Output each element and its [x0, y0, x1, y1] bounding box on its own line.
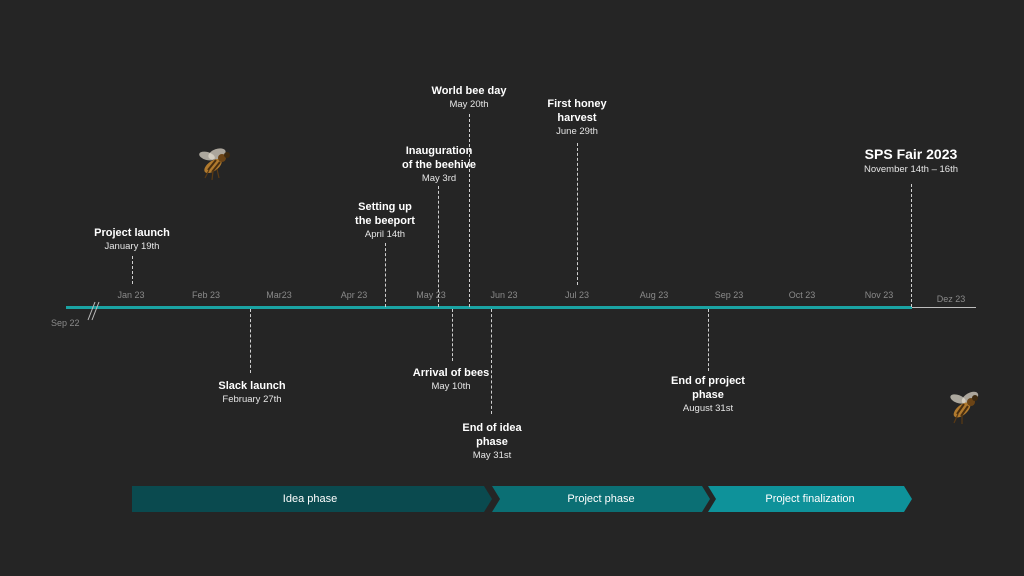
- event-connector: [438, 186, 439, 307]
- event-title: SPS Fair 2023: [864, 146, 958, 162]
- event-date: May 20th: [449, 99, 489, 110]
- month-label: May 23: [416, 290, 446, 300]
- event-title: End of project phase: [671, 375, 745, 401]
- event-sps-fair: SPS Fair 2023 November 14th – 16th: [864, 146, 958, 176]
- event-date: May 3rd: [421, 173, 457, 184]
- event-date: April 14th: [364, 229, 406, 240]
- phase-finalization-label: Project finalization: [765, 493, 855, 505]
- phase-finalization-shape: [708, 486, 912, 512]
- event-connector: [469, 114, 470, 307]
- event-date: May 10th: [431, 381, 471, 392]
- event-connector: [132, 256, 133, 284]
- month-label: Oct 23: [788, 290, 816, 300]
- phase-project-label: Project phase: [567, 493, 635, 505]
- event-world-bee-day: World bee day May 20th: [432, 84, 507, 111]
- event-first-honey-harvest: First honey harvest June 29th: [547, 97, 606, 138]
- event-beehive-inauguration: Inauguration of the beehive May 3rd: [402, 144, 476, 185]
- event-date: January 19th: [104, 241, 160, 252]
- month-label: Dez 23: [936, 294, 966, 304]
- axis-break-icon: [87, 301, 100, 321]
- event-title: Slack launch: [218, 380, 286, 392]
- month-label: Nov 23: [864, 290, 894, 300]
- event-connector: [250, 309, 251, 373]
- event-date: February 27th: [222, 394, 282, 405]
- month-label: Aug 23: [639, 290, 669, 300]
- event-date: August 31st: [682, 403, 734, 414]
- event-connector: [911, 184, 912, 307]
- month-label: Sep 23: [714, 290, 744, 300]
- event-title: Project launch: [94, 227, 170, 239]
- event-project-launch: Project launch January 19th: [94, 226, 170, 253]
- event-title: End of idea phase: [462, 422, 522, 448]
- event-connector: [708, 309, 709, 371]
- event-date: November 14th – 16th: [863, 164, 959, 175]
- event-end-idea-phase: End of idea phase May 31st: [462, 421, 521, 462]
- event-connector: [491, 309, 492, 414]
- timeline-progress-bar: [66, 306, 912, 309]
- phase-idea-label: Idea phase: [282, 493, 338, 505]
- event-title: World bee day: [431, 85, 507, 97]
- month-label: Jul 23: [564, 290, 590, 300]
- month-label: Jun 23: [490, 290, 518, 300]
- event-date: May 31st: [472, 450, 512, 461]
- event-date: June 29th: [556, 126, 598, 137]
- event-beeport-setup: Setting up the beeport April 14th: [355, 200, 415, 241]
- month-label: Apr 23: [340, 290, 368, 300]
- event-arrival-of-bees: Arrival of bees May 10th: [413, 366, 489, 393]
- phase-project-shape: [492, 486, 710, 512]
- bee-icon: [950, 391, 979, 424]
- event-title: First honey harvest: [547, 98, 607, 124]
- bee-icon: [199, 148, 230, 181]
- event-title: Arrival of bees: [412, 367, 490, 379]
- event-connector: [577, 143, 578, 285]
- event-end-project-phase: End of project phase August 31st: [671, 374, 745, 415]
- event-connector: [385, 243, 386, 307]
- month-label: Jan 23: [117, 290, 145, 300]
- event-connector: [452, 309, 453, 361]
- event-title: Setting up the beeport: [355, 201, 415, 227]
- month-label: Feb 23: [191, 290, 221, 300]
- event-slack-launch: Slack launch February 27th: [218, 379, 285, 406]
- month-label: Mar23: [266, 290, 292, 300]
- axis-start-label: Sep 22: [51, 318, 80, 328]
- event-title: Inauguration of the beehive: [402, 145, 476, 171]
- phase-idea-shape: [132, 486, 492, 512]
